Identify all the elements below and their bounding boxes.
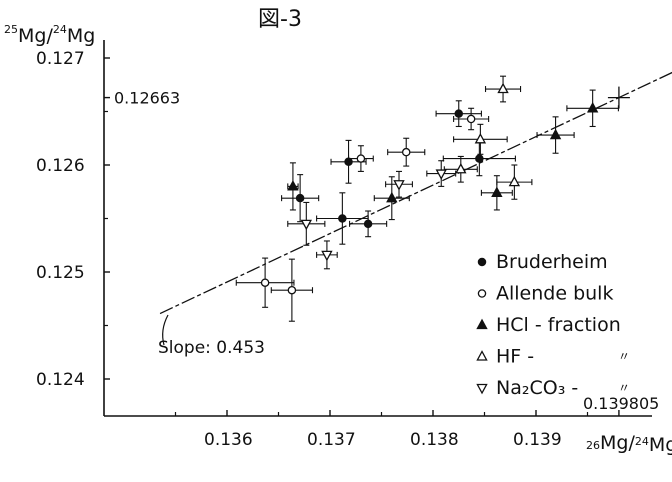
data-point <box>295 193 305 203</box>
data-point <box>586 101 599 113</box>
data-point <box>386 191 398 203</box>
data-point <box>466 114 476 124</box>
svg-text:26Mg/24Mg: 26Mg/24Mg <box>586 432 672 456</box>
legend-label: Allende bulk <box>496 283 613 305</box>
legend-marker <box>476 318 488 330</box>
ref-x-label: 0.139805 <box>583 394 659 413</box>
data-point <box>393 180 405 191</box>
ditto-mark: 〃 <box>618 381 630 395</box>
data-point <box>401 147 411 157</box>
legend-item: HCl - fraction <box>476 314 621 336</box>
svg-text:25Mg/24Mg: 25Mg/24Mg <box>4 23 95 47</box>
legend-label: Na₂CO₃ - <box>496 377 578 399</box>
data-point <box>455 162 467 174</box>
data-point <box>321 250 333 262</box>
legend-marker <box>477 257 487 267</box>
data-point <box>338 214 347 223</box>
series-open-circle <box>235 107 490 322</box>
data-point <box>475 154 484 163</box>
data-point <box>549 128 562 140</box>
legend-item: Bruderheim <box>477 251 608 273</box>
slope-label: Slope: 0.453 <box>158 338 265 358</box>
y-tick-label: 0.127 <box>36 49 85 69</box>
legend: Bruderheim Allende bulk HCl - fraction HF -… <box>476 251 630 399</box>
y-tick-label: 0.126 <box>36 156 85 176</box>
data-point <box>260 278 270 287</box>
x-axis-label: 26Mg/24Mg <box>586 432 672 456</box>
legend-label: HCl - fraction <box>496 314 621 336</box>
reference-lines: 0.12663 0.139805 <box>104 89 659 416</box>
data-point <box>435 169 447 180</box>
data-point <box>363 219 373 229</box>
data-point <box>300 219 313 231</box>
series-filled-circle <box>281 100 516 245</box>
data-point <box>356 154 366 163</box>
series-open-inverted-triangle <box>287 160 457 270</box>
axes: 0.124 0.125 0.126 0.127 0.136 0.137 0.138 0.139 <box>36 40 652 450</box>
data-point <box>287 180 299 191</box>
legend-marker <box>476 383 488 395</box>
data-points <box>235 75 619 322</box>
data-point <box>508 175 521 187</box>
x-tick-label: 0.136 <box>204 430 253 450</box>
figure-title: 図-3 <box>258 7 302 32</box>
x-tick-label: 0.138 <box>410 430 459 450</box>
series-filled-triangle <box>287 89 619 221</box>
legend-label: HF - <box>496 346 534 368</box>
data-point <box>497 82 509 94</box>
series-open-triangle <box>443 75 533 200</box>
ditto-mark: 〃 <box>618 350 630 364</box>
data-point <box>287 285 297 295</box>
data-point <box>491 186 503 197</box>
x-tick-label: 0.137 <box>307 430 356 450</box>
y-tick-label: 0.124 <box>36 370 85 390</box>
x-tick-label: 0.139 <box>513 430 562 450</box>
data-point <box>454 109 463 118</box>
legend-item: Na₂CO₃ - 〃 <box>476 377 630 399</box>
slope-leader <box>162 314 169 346</box>
legend-item: Allende bulk <box>477 283 613 305</box>
legend-marker <box>476 350 488 361</box>
y-tick-label: 0.125 <box>36 263 85 283</box>
legend-item: HF - 〃 <box>476 346 630 368</box>
legend-label: Bruderheim <box>496 251 608 273</box>
legend-marker <box>477 289 487 298</box>
ref-y-label: 0.12663 <box>114 89 180 108</box>
y-axis-label: 25Mg/24Mg <box>4 23 95 47</box>
data-point <box>474 132 487 144</box>
